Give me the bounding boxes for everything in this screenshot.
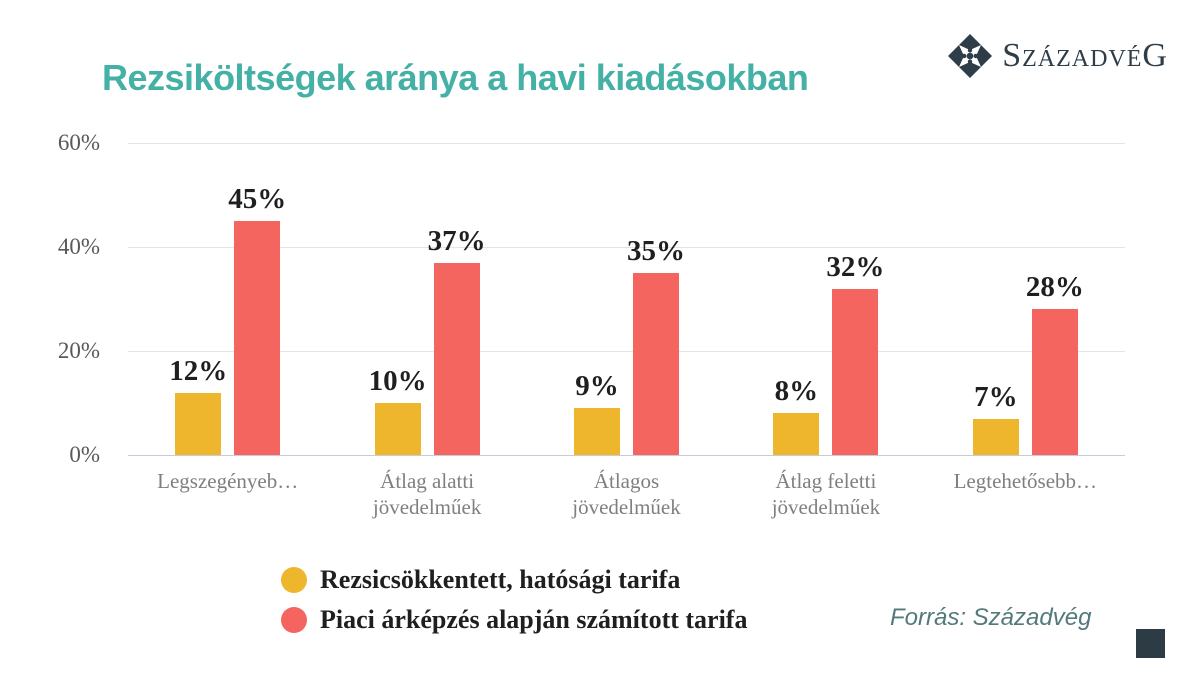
legend-dot-icon — [281, 607, 307, 633]
chart-gridlines — [128, 143, 1125, 456]
y-tick-label-40: 40% — [57, 234, 100, 259]
legend-label: Piaci árképzés alapján számított tarifa — [320, 605, 748, 634]
legend-label: Rezsicsökkentett, hatósági tarifa — [320, 565, 681, 594]
bar-series1-group5: 7% — [972, 381, 1019, 455]
bar-value-label: 9% — [575, 370, 619, 403]
bar-value-label: 10% — [368, 365, 427, 397]
bar-value-label: 45% — [228, 183, 287, 215]
legend-item-2: Piaci árképzés alapján számított tarifa — [281, 605, 747, 635]
bar-series1-group3: 9% — [574, 370, 621, 455]
bar-series2-group4: 32% — [826, 251, 884, 455]
chart-bars: 12% 45% 10% 37% 9% 35% 8% 32% 7% 28% — [128, 143, 1125, 455]
x-category-label-5: Legtehetősebb… — [953, 469, 1098, 493]
y-tick-label-0: 0% — [69, 442, 100, 467]
bar-series2-group2: 37% — [428, 225, 486, 455]
chart-legend: Rezsicsökkentett, hatósági tarifa Piaci á… — [281, 565, 747, 645]
bar-series2-group3: 35% — [627, 235, 685, 455]
bar-series1-group1: 12% — [169, 355, 227, 455]
x-category-label-1: Legszegényeb… — [157, 469, 299, 493]
bar-value-label: 37% — [427, 224, 486, 257]
page-title: Rezsiköltségek aránya a havi kiadásokban — [102, 57, 809, 99]
gridline-60 — [128, 143, 1125, 144]
bar-group-2: 10% 37% — [327, 143, 526, 455]
bar-group-4: 8% 32% — [726, 143, 925, 455]
legend-item-1: Rezsicsökkentett, hatósági tarifa — [281, 565, 747, 595]
gridline-40 — [128, 247, 1125, 248]
x-category-label-3: Átlagos jövedelműek — [572, 469, 681, 519]
bar-series2-group1: 45% — [228, 183, 286, 455]
x-category-label-2: Átlag alatti jövedelműek — [372, 469, 482, 519]
szazadveg-diamond-icon — [948, 34, 993, 78]
gridline-20 — [128, 351, 1125, 352]
szazadveg-logo: SzázadvéG — [948, 34, 1168, 78]
corner-square — [1136, 629, 1165, 658]
bar-value-label: 28% — [1025, 271, 1084, 304]
source-note: Forrás: Századvég — [890, 604, 1092, 631]
bar-group-5: 7% 28% — [926, 143, 1125, 455]
legend-dot-icon — [281, 567, 307, 593]
bar-chart: 12% 45% 10% 37% 9% 35% 8% 32% 7% 28% 0% 20% 40% 60% — [0, 130, 1200, 467]
bar-value-label: 8% — [774, 375, 819, 408]
x-axis-labels: Legszegényeb… Átlag alatti jövedelműek Átl… — [128, 468, 1125, 520]
y-tick-label-60: 60% — [57, 130, 100, 155]
bar-value-label: 35% — [627, 235, 686, 267]
bar-group-3: 9% 35% — [527, 143, 726, 455]
szazadveg-logo-text: SzázadvéG — [1002, 37, 1168, 74]
bar-series2-group5: 28% — [1026, 271, 1084, 455]
gridline-0 — [128, 455, 1125, 456]
bar-value-label: 32% — [826, 250, 885, 283]
x-category-label-4: Átlag feletti jövedelműek — [771, 469, 881, 519]
bar-value-label: 7% — [974, 380, 1018, 413]
bar-group-1: 12% 45% — [128, 143, 327, 455]
bar-series1-group2: 10% — [369, 365, 427, 455]
y-tick-label-20: 20% — [57, 338, 100, 363]
bar-value-label: 12% — [169, 354, 228, 387]
bar-series1-group4: 8% — [773, 375, 820, 455]
